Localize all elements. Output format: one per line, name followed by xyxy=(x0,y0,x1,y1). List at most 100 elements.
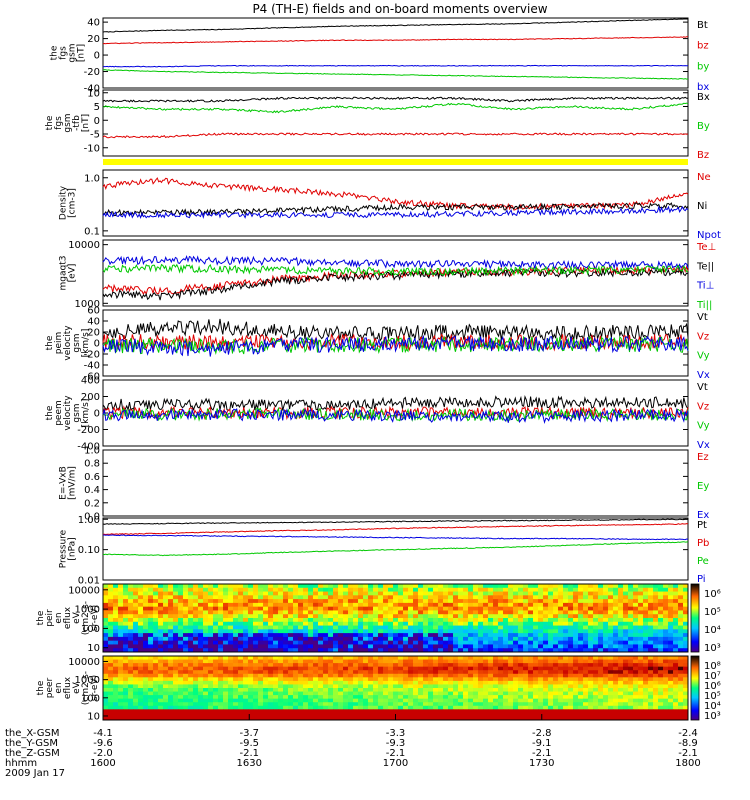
spectrogram-cell xyxy=(668,688,674,692)
spectrogram-cell xyxy=(468,584,474,589)
spectrogram-cell xyxy=(198,602,204,608)
spectrogram-cell xyxy=(173,680,179,685)
spectrogram-cell xyxy=(338,709,344,714)
spectrogram-cell xyxy=(558,677,564,682)
spectrogram-cell xyxy=(243,705,249,710)
spectrogram-cell xyxy=(353,670,359,675)
spectrogram-cell xyxy=(248,695,254,700)
spectrogram-cell xyxy=(578,636,584,642)
spectrogram-cell xyxy=(598,663,604,668)
spectrogram-cell xyxy=(153,648,159,653)
spectrogram-cell xyxy=(658,633,664,638)
spectrogram-cell xyxy=(518,633,524,638)
spectrogram-cell xyxy=(608,666,614,671)
spectrogram-cell xyxy=(263,606,269,611)
spectrogram-cell xyxy=(638,648,644,653)
spectrogram-cell xyxy=(678,633,684,638)
spectrogram-cell xyxy=(223,688,229,692)
spectrogram-cell xyxy=(263,629,269,634)
spectrogram-cell xyxy=(263,625,269,630)
spectrogram-cell xyxy=(548,680,554,685)
spectrogram-cell xyxy=(518,648,524,653)
spectrogram-cell xyxy=(198,666,204,671)
spectrogram-cell xyxy=(543,636,549,642)
spectrogram-cell xyxy=(358,684,364,689)
spectrogram-cell xyxy=(373,599,379,604)
spectrogram-cell xyxy=(553,670,559,675)
spectrogram-cell xyxy=(608,629,614,634)
spectrogram-cell xyxy=(528,595,534,600)
spectrogram-cell xyxy=(153,705,159,710)
spectrogram-cell xyxy=(373,587,379,592)
spectrogram-cell xyxy=(108,618,114,623)
spectrogram-cell xyxy=(513,695,519,700)
spectrogram-cell xyxy=(503,684,509,689)
spectrogram-cell xyxy=(273,698,279,703)
spectrogram-cell xyxy=(253,648,259,653)
spectrogram-cell xyxy=(143,591,149,596)
spectrogram-cell xyxy=(108,595,114,600)
spectrogram-cell xyxy=(433,688,439,692)
spectrogram-cell xyxy=(463,709,469,714)
spectrogram-cell xyxy=(568,695,574,700)
spectrogram-cell xyxy=(238,591,244,596)
spectrogram-cell xyxy=(263,691,269,696)
spectrogram-cell xyxy=(443,610,449,615)
spectrogram-cell xyxy=(423,705,429,710)
spectrogram-cell xyxy=(138,656,144,660)
spectrogram-cell xyxy=(348,614,354,619)
spectrogram-cell xyxy=(273,691,279,696)
spectrogram-cell xyxy=(603,702,609,707)
spectrogram-cell xyxy=(318,666,324,671)
spectrogram-cell xyxy=(128,712,134,717)
spectrogram-cell xyxy=(423,633,429,638)
spectrogram-cell xyxy=(623,640,629,645)
spectrogram-cell xyxy=(468,695,474,700)
spectrogram-cell xyxy=(128,680,134,685)
spectrogram-cell xyxy=(608,663,614,668)
spectrogram-cell xyxy=(603,625,609,630)
spectrogram-cell xyxy=(458,591,464,596)
spectrogram-cell xyxy=(683,691,689,696)
spectrogram-cell xyxy=(658,702,664,707)
spectrogram-cell xyxy=(643,695,649,700)
spectrogram-cell xyxy=(503,618,509,623)
spectrogram-cell xyxy=(203,602,209,608)
spectrogram-cell xyxy=(188,698,194,703)
spectrogram-cell xyxy=(188,673,194,678)
x-row-label: the_Z-GSM xyxy=(5,748,60,759)
spectrogram-cell xyxy=(278,633,284,638)
spectrogram-cell xyxy=(663,659,669,664)
spectrogram-cell xyxy=(108,691,114,696)
spectrogram-cell xyxy=(318,633,324,638)
spectrogram-cell xyxy=(153,591,159,596)
spectrogram-cell xyxy=(318,656,324,660)
spectrogram-cell xyxy=(328,629,334,634)
spectrogram-cell xyxy=(433,666,439,671)
spectrogram-cell xyxy=(223,712,229,717)
spectrogram-cell xyxy=(548,648,554,653)
legend-entry: Pe xyxy=(697,556,709,567)
spectrogram-cell xyxy=(538,618,544,623)
spectrogram-cell xyxy=(508,587,514,592)
spectrogram-cell xyxy=(683,659,689,664)
spectrogram-cell xyxy=(133,691,139,696)
spectrogram-cell xyxy=(598,629,604,634)
spectrogram-cell xyxy=(183,712,189,717)
spectrogram-cell xyxy=(553,644,559,649)
spectrogram-cell xyxy=(538,599,544,604)
spectrogram-cell xyxy=(128,670,134,675)
spectrogram-cell xyxy=(558,666,564,671)
spectrogram-cell xyxy=(268,625,274,630)
spectrogram-cell xyxy=(158,584,164,589)
spectrogram-cell xyxy=(288,702,294,707)
spectrogram-cell xyxy=(633,618,639,623)
spectrogram-cell xyxy=(293,684,299,689)
spectrogram-cell xyxy=(313,629,319,634)
spectrogram-cell xyxy=(288,614,294,619)
spectrogram-cell xyxy=(278,591,284,596)
spectrogram-cell xyxy=(278,666,284,671)
spectrogram-cell xyxy=(388,618,394,623)
x-tick-label: -3.3 xyxy=(386,728,406,739)
